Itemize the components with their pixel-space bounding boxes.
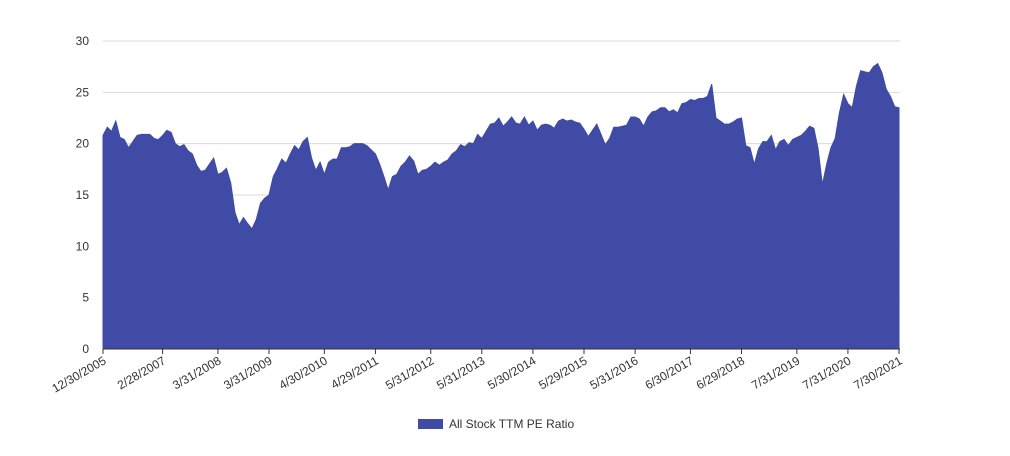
x-tick-label: 2/28/2007 bbox=[115, 353, 169, 392]
x-tick-label: 12/30/2005 bbox=[49, 353, 108, 395]
y-tick-label: 25 bbox=[76, 85, 90, 99]
x-tick-label: 7/30/2021 bbox=[851, 353, 905, 392]
legend-swatch bbox=[418, 419, 443, 429]
y-tick-label: 20 bbox=[76, 137, 90, 151]
y-tick-label: 30 bbox=[76, 34, 90, 48]
x-tick-label: 6/29/2018 bbox=[694, 353, 748, 392]
y-tick-label: 15 bbox=[76, 188, 90, 202]
x-tick-label: 3/31/2008 bbox=[170, 353, 224, 392]
area bbox=[102, 62, 900, 350]
x-tick-label: 5/31/2013 bbox=[434, 353, 488, 392]
y-tick-label: 0 bbox=[82, 342, 89, 356]
x-tick-label: 7/31/2019 bbox=[749, 353, 803, 392]
x-tick-label: 5/31/2016 bbox=[587, 353, 641, 392]
x-tick-label: 5/29/2015 bbox=[536, 353, 590, 392]
x-tick-label: 4/29/2011 bbox=[328, 353, 381, 392]
x-tick-label: 6/30/2017 bbox=[643, 353, 697, 392]
y-tick-label: 10 bbox=[76, 239, 90, 253]
x-tick-label: 5/31/2012 bbox=[383, 353, 437, 392]
x-tick-label: 3/31/2009 bbox=[221, 353, 275, 392]
x-tick-label: 7/31/2020 bbox=[800, 353, 854, 392]
y-tick-label: 5 bbox=[82, 291, 89, 305]
x-tick-label: 5/30/2014 bbox=[485, 353, 539, 392]
legend-label: All Stock TTM PE Ratio bbox=[449, 417, 574, 431]
x-tick-label: 4/30/2010 bbox=[277, 353, 331, 392]
